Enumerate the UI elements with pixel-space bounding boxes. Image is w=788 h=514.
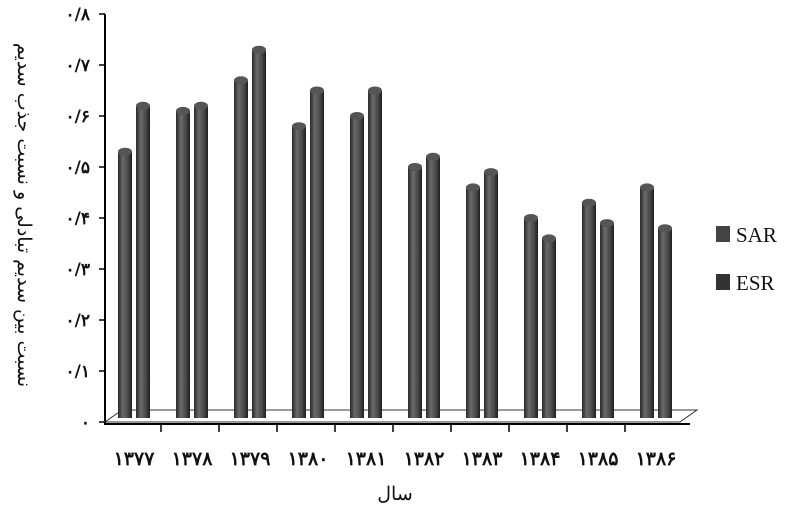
bar-sar	[234, 76, 248, 419]
bar-body	[524, 218, 538, 418]
bar-body	[350, 116, 364, 418]
bar-body	[582, 202, 596, 418]
legend: SAR ESR	[716, 223, 777, 295]
bar-body	[368, 90, 382, 418]
bar-esr	[542, 234, 556, 418]
bar-body	[484, 172, 498, 418]
bar-top	[408, 163, 422, 171]
bar-body	[136, 105, 150, 419]
bar-top	[292, 122, 306, 131]
bar-top	[466, 183, 480, 192]
bar-top	[658, 224, 672, 233]
bar-sar	[466, 183, 480, 418]
x-tick-label: ۱۳۸۴	[520, 448, 561, 470]
bar-top	[194, 101, 208, 110]
bar-esr	[252, 45, 266, 418]
x-tick-label: ۱۳۷۷	[114, 448, 156, 470]
y-tick-label: ۰	[81, 413, 90, 433]
x-tick-label: ۱۳۷۹	[230, 448, 271, 470]
x-tick-label: ۱۳۷۸	[172, 448, 214, 470]
bar-top	[252, 45, 266, 54]
bar-top	[350, 112, 364, 120]
bar-body	[426, 156, 440, 419]
bar-sar	[292, 122, 306, 418]
y-tick-label: ۰/۳	[66, 260, 90, 280]
bar-body	[466, 187, 480, 418]
y-tick-label: ۰/۶	[66, 107, 90, 127]
bar-body	[542, 238, 556, 418]
bar-body	[292, 126, 306, 418]
x-tick-label: ۱۳۸۵	[578, 448, 619, 470]
legend-swatch-esr	[716, 274, 730, 290]
y-axis-title: نسبت بین سدیم تبادلی و نسبت جذب سدیم	[13, 43, 35, 387]
bar-sar	[582, 198, 596, 418]
bar-esr	[600, 219, 614, 418]
y-tick-label: ۰/۴	[66, 209, 90, 229]
bar-esr	[368, 86, 382, 418]
bar-esr	[136, 101, 150, 419]
x-tick-label: ۱۳۸۳	[462, 448, 504, 470]
bar-body	[252, 49, 266, 418]
bar-body	[600, 223, 614, 418]
y-tick-label: ۰/۵	[66, 158, 90, 178]
bar-top	[582, 198, 596, 207]
bar-top	[136, 101, 150, 110]
bar-body	[118, 151, 132, 418]
bar-body	[408, 167, 422, 418]
bar-top	[368, 86, 382, 95]
y-tick-label: ۰/۱	[66, 362, 90, 382]
x-axis-title: سال	[377, 483, 413, 505]
x-tick-label: ۱۳۸۱	[346, 448, 387, 470]
bar-body	[194, 105, 208, 419]
y-ticks: ۰ ۰/۱ ۰/۲ ۰/۳ ۰/۴ ۰/۵ ۰/۶ ۰/۷ ۰/۸	[66, 5, 105, 433]
bar-sar	[176, 106, 190, 419]
bar-sar	[408, 163, 422, 418]
bar-esr	[484, 168, 498, 418]
x-tick-label: ۱۳۸۶	[636, 448, 677, 470]
bar-body	[176, 110, 190, 419]
bar-top	[524, 214, 538, 222]
bar-sar	[350, 112, 364, 418]
bar-body	[658, 228, 672, 418]
bar-top	[310, 86, 324, 95]
bar-top	[234, 76, 248, 85]
legend-label-sar: SAR	[736, 223, 777, 247]
legend-label-esr: ESR	[736, 271, 775, 295]
bar-esr	[426, 152, 440, 419]
x-tick-label: ۱۳۸۰	[288, 448, 329, 470]
bar-sar	[118, 147, 132, 418]
bars	[118, 45, 672, 419]
bar-sar	[640, 183, 654, 418]
bar-top	[484, 168, 498, 177]
x-tick-label: ۱۳۸۲	[404, 448, 445, 470]
bar-top	[426, 152, 440, 161]
bar-esr	[658, 224, 672, 418]
bar-top	[176, 106, 190, 115]
bar-top	[600, 219, 614, 228]
bar-body	[234, 80, 248, 419]
bar-body	[640, 187, 654, 418]
y-tick-label: ۰/۷	[66, 56, 91, 76]
bar-top	[542, 234, 556, 243]
bar-sar	[524, 214, 538, 418]
y-tick-label: ۰/۲	[66, 311, 90, 331]
bar-esr	[194, 101, 208, 419]
y-tick-label: ۰/۸	[66, 5, 91, 25]
bar-top	[118, 147, 132, 156]
bar-esr	[310, 86, 324, 418]
bar-body	[310, 90, 324, 418]
legend-swatch-sar	[716, 226, 730, 242]
x-ticks: ۱۳۷۷ ۱۳۷۸ ۱۳۷۹ ۱۳۸۰ ۱۳۸۱ ۱۳۸۲ ۱۳۸۳ ۱۳۸۴ ۱۳۸۵ ۱۳۸۶	[114, 424, 677, 470]
bar-top	[640, 183, 654, 192]
